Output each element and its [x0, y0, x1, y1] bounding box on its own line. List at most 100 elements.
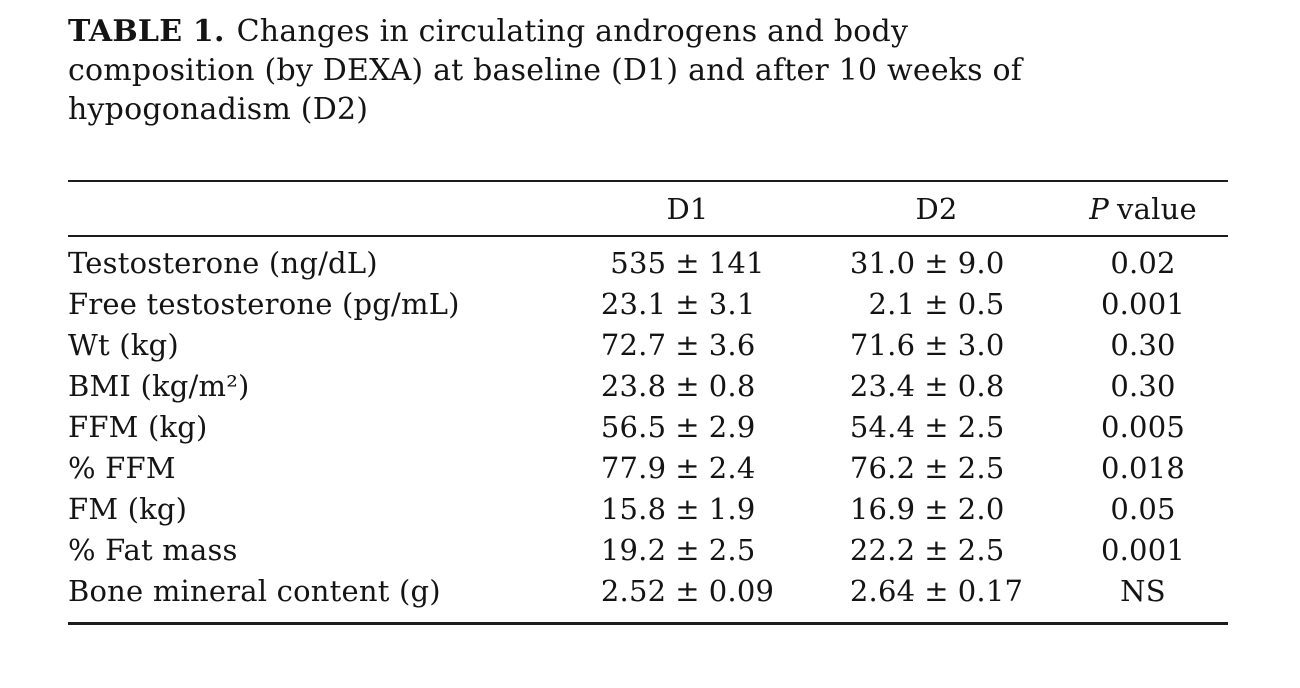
plus-minus-sign: ±: [924, 573, 949, 608]
d1-mean: 56.5: [600, 409, 667, 444]
header-blank: [68, 181, 560, 237]
d1-mean: 77.9: [600, 450, 667, 485]
d2-value: 54.4 ±2.5: [815, 406, 1058, 447]
d1-sd: 2.5: [708, 532, 756, 567]
d1-sd: 3.1: [708, 286, 756, 321]
d1-value: 2.52 ±0.09: [560, 570, 815, 624]
d1-mean: 23.1: [600, 286, 667, 321]
plus-minus-sign: ±: [675, 286, 700, 321]
plus-minus-sign: ±: [675, 573, 700, 608]
plus-minus-sign: ±: [924, 286, 949, 321]
d1-sd: 141: [708, 245, 765, 280]
d2-mean: 22.2: [849, 532, 916, 567]
d2-mean: 76.2: [849, 450, 916, 485]
header-p-rest: value: [1117, 191, 1197, 226]
header-p-italic: P: [1089, 191, 1109, 226]
row-label: Bone mineral content (g): [68, 573, 441, 608]
d2-value: 23.4 ±0.8: [815, 365, 1058, 406]
d1-sd: 2.9: [708, 409, 756, 444]
table-row: Free testosterone (pg/mL) 23.1 ±3.1 2.1 ±0…: [68, 283, 1228, 324]
d2-value: 22.2 ±2.5: [815, 529, 1058, 570]
table-row: BMI (kg/m²) 23.8 ±0.8 23.4 ±0.8 0.30: [68, 365, 1228, 406]
row-label: Free testosterone (pg/mL): [68, 286, 460, 321]
d2-mean: 2.1: [868, 286, 916, 321]
d1-sd: 0.09: [708, 573, 775, 608]
table-row: FFM (kg) 56.5 ±2.9 54.4 ±2.5 0.005: [68, 406, 1228, 447]
d2-mean: 54.4: [849, 409, 916, 444]
d2-mean: 71.6: [849, 327, 916, 362]
d1-value: 77.9 ±2.4: [560, 447, 815, 488]
table-row: Bone mineral content (g) 2.52 ±0.09 2.64 ±…: [68, 570, 1228, 624]
row-label: % Fat mass: [68, 532, 238, 567]
table-row: % FFM 77.9 ±2.4 76.2 ±2.5 0.018: [68, 447, 1228, 488]
table-caption-label: TABLE 1.: [68, 14, 225, 49]
d1-mean: 2.52: [600, 573, 667, 608]
d2-mean: 31.0: [849, 245, 916, 280]
row-label: % FFM: [68, 450, 176, 485]
plus-minus-sign: ±: [675, 245, 700, 280]
d2-mean: 2.64: [849, 573, 916, 608]
plus-minus-sign: ±: [675, 491, 700, 526]
table-row: Testosterone (ng/dL) 535 ±141 31.0 ±9.0 0.…: [68, 236, 1228, 283]
p-value: 0.005: [1100, 409, 1186, 444]
header-d1: D1: [560, 181, 815, 237]
d1-value: 72.7 ±3.6: [560, 324, 815, 365]
row-label: FM (kg): [68, 491, 188, 526]
d1-value: 19.2 ±2.5: [560, 529, 815, 570]
p-value: 0.018: [1100, 450, 1186, 485]
d1-mean: 23.8: [600, 368, 667, 403]
p-value: 0.05: [1110, 491, 1176, 526]
d2-value: 71.6 ±3.0: [815, 324, 1058, 365]
p-value: 0.001: [1100, 286, 1186, 321]
plus-minus-sign: ±: [675, 368, 700, 403]
p-value: 0.30: [1110, 327, 1176, 362]
caption-line-2: composition (by DEXA) at baseline (D1) a…: [68, 53, 1023, 88]
table-row: % Fat mass 19.2 ±2.5 22.2 ±2.5 0.001: [68, 529, 1228, 570]
plus-minus-sign: ±: [924, 409, 949, 444]
d1-sd: 2.4: [708, 450, 756, 485]
row-label: FFM (kg): [68, 409, 208, 444]
plus-minus-sign: ±: [675, 450, 700, 485]
table-row: Wt (kg) 72.7 ±3.6 71.6 ±3.0 0.30: [68, 324, 1228, 365]
d2-sd: 2.5: [957, 450, 1005, 485]
plus-minus-sign: ±: [924, 245, 949, 280]
d1-sd: 0.8: [708, 368, 756, 403]
d1-value: 56.5 ±2.9: [560, 406, 815, 447]
plus-minus-sign: ±: [675, 409, 700, 444]
d1-value: 23.8 ±0.8: [560, 365, 815, 406]
d2-value: 31.0 ±9.0: [815, 236, 1058, 283]
d1-value: 535 ±141: [560, 236, 815, 283]
header-d2: D2: [815, 181, 1058, 237]
p-value: 0.02: [1110, 245, 1176, 280]
d2-value: 2.64 ±0.17: [815, 570, 1058, 624]
plus-minus-sign: ±: [924, 450, 949, 485]
d1-mean: 15.8: [600, 491, 667, 526]
row-label: BMI (kg/m²): [68, 368, 250, 403]
plus-minus-sign: ±: [675, 532, 700, 567]
plus-minus-sign: ±: [924, 368, 949, 403]
row-label: Wt (kg): [68, 327, 179, 362]
d2-value: 16.9 ±2.0: [815, 488, 1058, 529]
caption-line-1: TABLE 1. Changes in circulating androgens…: [68, 12, 1188, 51]
p-value: NS: [1120, 573, 1166, 608]
d2-sd: 0.17: [957, 573, 1024, 608]
table-caption: TABLE 1. Changes in circulating androgens…: [68, 12, 1188, 129]
d2-value: 2.1 ±0.5: [815, 283, 1058, 324]
d1-mean: 19.2: [600, 532, 667, 567]
caption-text-1: Changes in circulating androgens and bod…: [236, 14, 909, 49]
d2-sd: 2.5: [957, 532, 1005, 567]
d1-sd: 3.6: [708, 327, 756, 362]
d1-sd: 1.9: [708, 491, 756, 526]
d1-value: 23.1 ±3.1: [560, 283, 815, 324]
d1-mean: 72.7: [600, 327, 667, 362]
d1-mean: 535: [610, 245, 667, 280]
row-label: Testosterone (ng/dL): [68, 245, 378, 280]
plus-minus-sign: ±: [675, 327, 700, 362]
p-value: 0.001: [1100, 532, 1186, 567]
table-row: FM (kg) 15.8 ±1.9 16.9 ±2.0 0.05: [68, 488, 1228, 529]
d2-sd: 9.0: [957, 245, 1005, 280]
